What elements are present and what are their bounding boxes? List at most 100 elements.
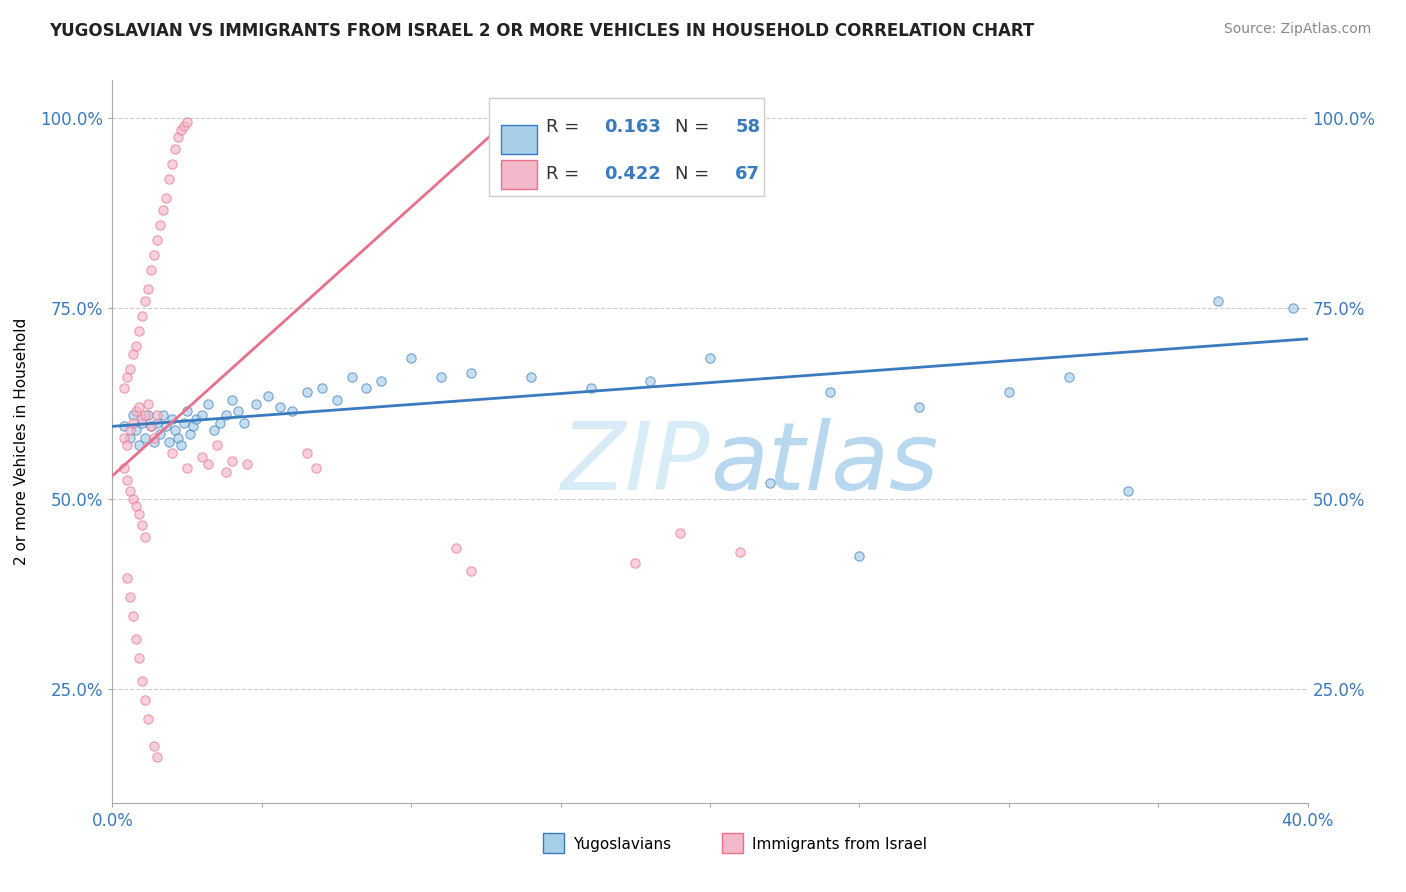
Point (125, 404, 148, 418)
Bar (501, 160, 537, 189)
Text: 67: 67 (735, 165, 761, 183)
Point (1057, 370, 1080, 384)
Point (444, 541, 467, 555)
Point (215, 465, 238, 479)
Text: 0.163: 0.163 (603, 118, 661, 136)
Point (146, 233, 169, 247)
Point (179, 426, 201, 441)
Bar (723, 833, 744, 854)
Point (257, 389, 280, 403)
Point (209, 416, 232, 430)
Text: Immigrants from Israel: Immigrants from Israel (752, 838, 927, 852)
Point (128, 438, 150, 452)
Point (138, 282, 160, 296)
Point (176, 404, 198, 418)
Point (131, 518, 153, 533)
Point (141, 419, 163, 434)
Point (146, 750, 169, 764)
Point (236, 458, 259, 472)
Point (215, 408, 238, 422)
Point (128, 324, 150, 338)
Text: R =: R = (547, 165, 585, 183)
Point (226, 404, 249, 418)
Point (356, 381, 378, 395)
Point (305, 461, 328, 475)
Point (460, 564, 482, 578)
Text: N =: N = (675, 165, 716, 183)
Point (186, 411, 208, 425)
Point (759, 476, 782, 491)
Point (122, 416, 145, 430)
Point (134, 530, 156, 544)
Point (134, 431, 156, 445)
Point (146, 416, 169, 430)
Point (624, 556, 647, 570)
Point (120, 431, 142, 445)
Point (117, 438, 139, 452)
Point (114, 419, 135, 434)
Text: R =: R = (547, 118, 585, 136)
Point (143, 431, 166, 445)
Point (908, 401, 931, 415)
Point (430, 370, 453, 384)
Point (170, 438, 193, 452)
Point (122, 347, 145, 361)
Y-axis label: 2 or more Vehicles in Household: 2 or more Vehicles in Household (14, 318, 30, 566)
FancyBboxPatch shape (489, 98, 763, 196)
Point (269, 401, 291, 415)
Point (295, 385, 318, 400)
Point (117, 370, 139, 384)
Point (152, 408, 174, 422)
Point (281, 404, 304, 418)
Point (295, 446, 318, 460)
Text: ZIP: ZIP (561, 417, 710, 508)
Point (146, 408, 169, 422)
Point (114, 381, 135, 395)
Point (170, 122, 193, 136)
Text: 0.422: 0.422 (603, 165, 661, 183)
Point (143, 248, 166, 262)
Text: YUGOSLAVIAN VS IMMIGRANTS FROM ISRAEL 2 OR MORE VEHICLES IN HOUSEHOLD CORRELATIO: YUGOSLAVIAN VS IMMIGRANTS FROM ISRAEL 2 … (49, 22, 1035, 40)
Point (818, 385, 841, 400)
Point (114, 461, 135, 475)
Point (728, 545, 751, 559)
Point (460, 366, 482, 380)
Point (1118, 483, 1140, 498)
Point (125, 423, 148, 437)
Point (165, 142, 187, 156)
Point (157, 434, 180, 449)
Point (848, 549, 870, 563)
Text: N =: N = (675, 118, 716, 136)
Point (125, 339, 148, 353)
Point (325, 392, 347, 407)
Point (520, 370, 543, 384)
Point (167, 130, 190, 145)
Point (141, 263, 163, 277)
Point (162, 446, 183, 460)
Point (152, 202, 174, 217)
Point (311, 381, 333, 395)
Point (401, 351, 423, 365)
Point (131, 411, 153, 425)
Point (191, 450, 214, 464)
Point (640, 374, 662, 388)
Point (669, 525, 692, 540)
Bar (501, 125, 537, 154)
Point (197, 396, 219, 410)
Point (117, 473, 139, 487)
Point (138, 396, 160, 410)
Point (149, 426, 172, 441)
Point (122, 609, 145, 624)
Point (128, 651, 150, 665)
Text: 58: 58 (735, 118, 761, 136)
Point (173, 416, 195, 430)
Point (149, 218, 172, 232)
Point (167, 431, 190, 445)
Point (1281, 301, 1303, 316)
Point (221, 453, 243, 467)
Point (162, 411, 183, 425)
Point (205, 438, 228, 452)
Point (155, 191, 177, 205)
Point (128, 401, 150, 415)
Point (221, 392, 243, 407)
